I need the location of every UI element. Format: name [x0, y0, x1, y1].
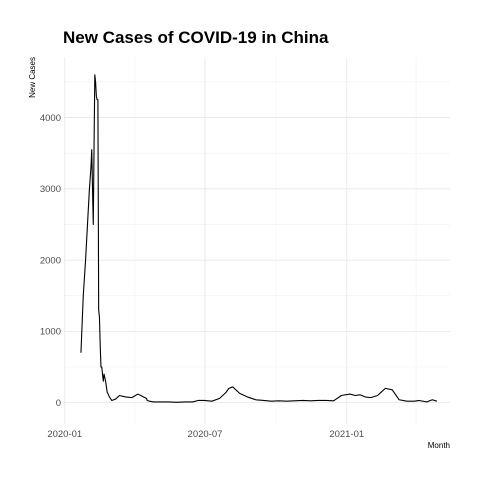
y-axis-ticks: 0 1000 2000 3000 4000	[40, 113, 61, 409]
y-tick-label: 1000	[40, 327, 61, 338]
new-cases-line	[80, 74, 438, 403]
y-tick-label: 2000	[40, 255, 61, 266]
series-layer	[80, 74, 438, 403]
y-tick-label: 4000	[40, 113, 61, 124]
y-tick-label: 0	[56, 398, 61, 409]
y-axis-title: New Cases	[28, 57, 37, 98]
grid	[64, 57, 450, 424]
chart-title: New Cases of COVID-19 in China	[63, 28, 329, 47]
x-tick-label: 2020-07	[188, 429, 223, 440]
x-axis-title: Month	[428, 441, 450, 450]
x-axis-ticks: 2020-01 2020-07 2021-01	[47, 429, 364, 440]
x-tick-label: 2020-01	[47, 429, 82, 440]
y-tick-label: 3000	[40, 184, 61, 195]
x-tick-label: 2021-01	[329, 429, 364, 440]
